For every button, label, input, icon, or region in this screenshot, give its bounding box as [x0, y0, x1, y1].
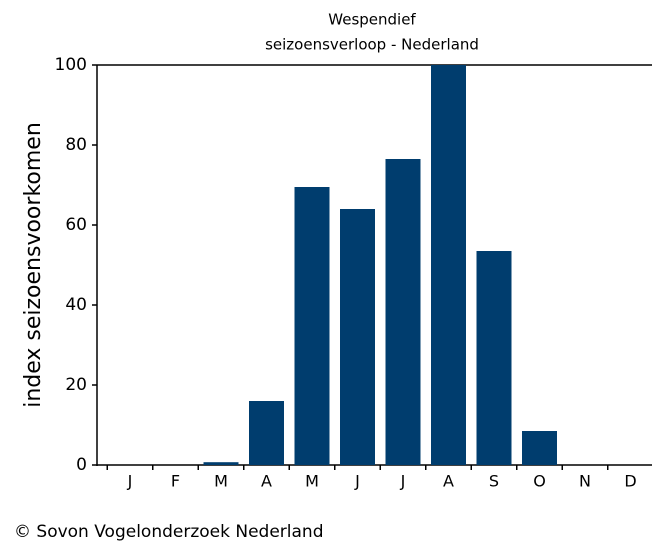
y-axis-label: index seizoensvoorkomen — [21, 122, 46, 408]
y-tick-label: 100 — [55, 55, 87, 75]
bar — [385, 159, 421, 465]
bar — [203, 462, 239, 465]
x-tick-label: F — [171, 472, 180, 491]
y-tick-label: 20 — [65, 375, 87, 395]
y-tick-label: 0 — [76, 455, 87, 475]
bar — [431, 65, 466, 465]
y-tick-label: 40 — [65, 295, 87, 315]
x-tick-label: J — [127, 472, 133, 491]
y-tick-label: 60 — [65, 215, 87, 235]
bar — [340, 209, 375, 465]
y-tick-label: 80 — [65, 135, 87, 155]
x-tick-label: M — [214, 472, 228, 491]
x-tick-label: N — [579, 472, 591, 491]
x-tick-label: M — [305, 472, 319, 491]
x-tick-label: J — [400, 472, 406, 491]
bar — [294, 187, 330, 465]
chart-subtitle: seizoensverloop - Nederland — [265, 36, 479, 54]
x-tick-label: O — [533, 472, 546, 491]
x-tick-label: A — [443, 472, 454, 491]
bar — [249, 401, 284, 465]
x-tick-label: A — [261, 472, 272, 491]
bar — [476, 251, 512, 465]
chart-title: Wespendief — [328, 11, 416, 29]
x-tick-label: S — [489, 472, 499, 491]
bar — [522, 431, 557, 465]
x-tick-label: D — [624, 472, 636, 491]
footer: © Sovon Vogelonderzoek Nederland — [14, 522, 324, 542]
x-tick-label: J — [354, 472, 360, 491]
